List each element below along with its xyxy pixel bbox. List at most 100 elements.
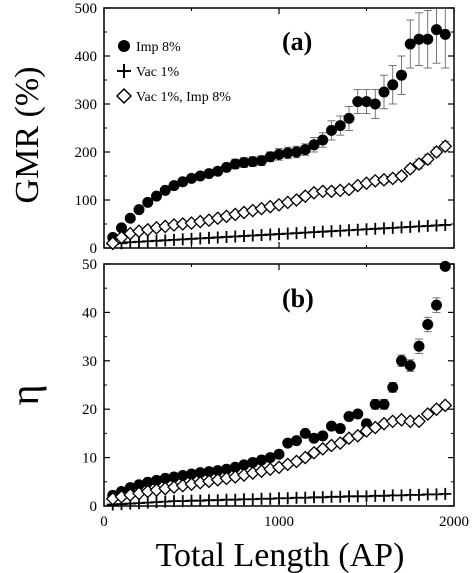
series-b-2-point (439, 487, 452, 500)
series-a-2-point (429, 145, 444, 159)
series-b-0-point (238, 459, 250, 471)
legend-label-vac: Vac 1% (136, 65, 179, 80)
y-tick-label-b: 50 (82, 257, 97, 273)
y-tick-label-b: 0 (90, 499, 98, 515)
series-a-0-point (168, 180, 180, 192)
series-a-0-point (396, 69, 407, 81)
series-b-0-point (159, 472, 171, 484)
series-a-0-point (133, 204, 145, 216)
legend-marker-vac (117, 64, 131, 78)
series-b-0-point (413, 340, 425, 352)
series-b-0-point (361, 418, 372, 430)
series-b-3-point (412, 414, 426, 429)
series-a-0-point (159, 184, 171, 196)
series-b-0-point (203, 466, 215, 478)
y-tick-label-a: 0 (90, 241, 98, 257)
y-tick-label-a: 500 (75, 1, 98, 17)
series-b-0-point (212, 465, 224, 477)
series-a-0-point (334, 120, 346, 132)
series-b-0-point (422, 319, 434, 330)
series-a-0-point (291, 146, 302, 158)
x-tick-label-b: 2000 (439, 514, 469, 530)
panel-b-ticks: 0 10 20 30 40 50 0 1000 2000 (82, 257, 469, 530)
series-b-0-point (133, 479, 145, 491)
legend-marker-vacimp (115, 87, 133, 105)
legend-label-imp: Imp 8% (136, 40, 181, 55)
series-b-3-point (438, 398, 453, 413)
series-b-0-point (273, 448, 285, 460)
series-a-0-point (361, 96, 372, 108)
series-a-0-point (247, 156, 259, 168)
series-a-0-point (352, 96, 364, 108)
series-b-0-point (194, 467, 206, 479)
series-a-0-point (221, 161, 232, 173)
y-tick-label-b: 30 (82, 354, 97, 370)
series-a-0-point (256, 155, 267, 167)
series-b-0-point (151, 474, 162, 486)
series-a-0-point (264, 151, 276, 163)
series-b-0-point (247, 456, 259, 468)
series-b-3-point (394, 412, 409, 427)
series-b-0-point (264, 452, 276, 464)
series-a-0-point (378, 86, 390, 98)
series-a-0-point (413, 33, 425, 45)
panel-a-ticks: 0 100 200 300 400 500 (75, 1, 455, 257)
series-b-0-point (291, 435, 302, 447)
series-b-0-point (177, 470, 189, 482)
series-a-0-point (194, 170, 206, 182)
series-b-0-point (334, 423, 346, 435)
series-a-0-point (212, 165, 224, 177)
series-a-0-point (387, 79, 399, 91)
series-b-3-point (350, 428, 365, 443)
series-a-0-point (404, 38, 416, 50)
series-b-1-point (439, 260, 451, 272)
series-b-0-point (221, 463, 232, 475)
series-b-0-point (387, 381, 399, 393)
series-a-2-point (412, 157, 426, 171)
series-a-0-point (308, 139, 320, 151)
series-a-0-point (299, 144, 311, 156)
series-b-0-point (229, 461, 241, 473)
series-a-2-point (105, 236, 120, 251)
series-a-0-point (282, 147, 294, 159)
panel-b-label: (b) (282, 284, 314, 313)
x-tick-label-b: 0 (100, 514, 108, 530)
series-b-0-point (282, 437, 294, 449)
series-b-3-point (333, 436, 348, 450)
series-a-0-point (142, 196, 154, 208)
series-a-0-point (431, 24, 442, 36)
y-tick-label-b: 10 (82, 451, 97, 467)
y-tick-label-a: 200 (75, 145, 98, 161)
y-tick-label-a: 300 (75, 97, 98, 113)
series-a-0-point (186, 172, 197, 184)
series-a-0-point (326, 124, 337, 136)
series-b-0-point (186, 468, 197, 480)
series-a-0-point (203, 168, 215, 180)
series-a-0-point (116, 222, 127, 234)
series-a-0-point (238, 157, 250, 169)
series-b-0-point (308, 432, 320, 444)
series-b-0-point (326, 420, 337, 432)
ylabel-eta: η (2, 385, 47, 406)
series-b-0-point (431, 299, 442, 311)
series-b-3-point (298, 450, 313, 465)
series-a-2-point (420, 152, 435, 167)
panel-a-label: (a) (282, 27, 312, 56)
series-b-0-point (369, 398, 381, 410)
legend-label-vacimp: Vac 1%, Imp 8% (136, 90, 231, 105)
series-a-0-point (177, 176, 189, 188)
series-a-0-point (439, 28, 451, 40)
series-a-0-point (273, 148, 285, 160)
series-a-0-point (343, 112, 355, 124)
series-a-0-point (151, 190, 162, 202)
series-b-0-point (404, 360, 416, 372)
series-b-0-point (352, 408, 364, 420)
series-a-0-point (422, 33, 434, 45)
series-a-1-point (439, 218, 452, 231)
series-b-0-point (396, 355, 407, 367)
series-a-0-point (369, 98, 381, 110)
series-b-0-point (168, 471, 180, 483)
series-b-0-point (343, 410, 355, 422)
y-tick-label-a: 400 (75, 49, 98, 65)
series-a-2-point (403, 161, 418, 176)
